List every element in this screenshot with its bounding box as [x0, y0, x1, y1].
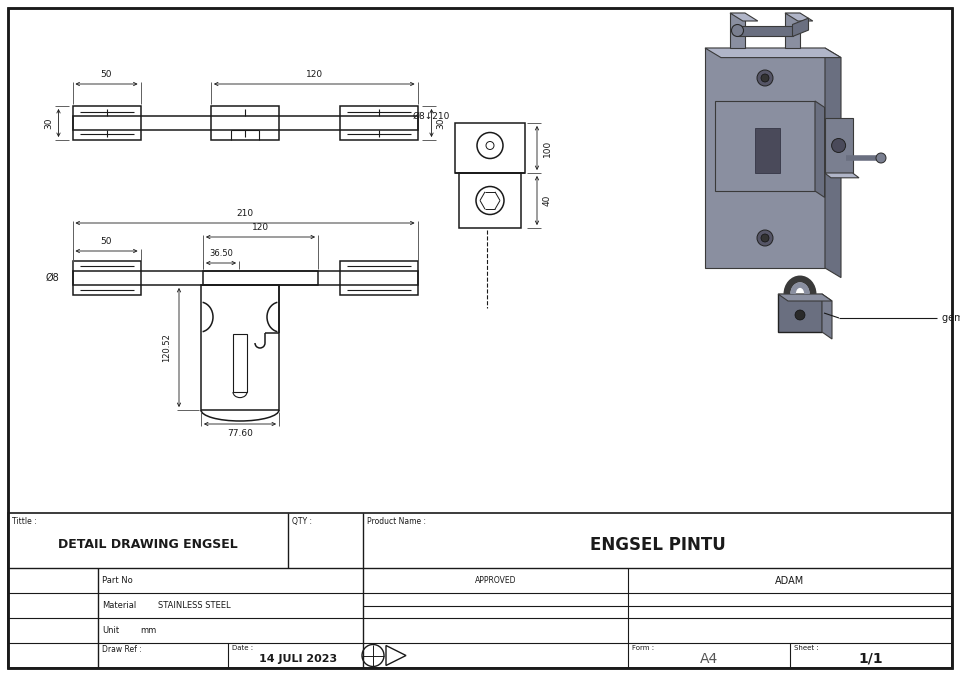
Bar — [340, 261, 418, 295]
Text: 50: 50 — [101, 237, 112, 246]
Circle shape — [757, 230, 773, 246]
Text: 210: 210 — [236, 209, 253, 218]
Text: 120.52: 120.52 — [162, 333, 171, 362]
Polygon shape — [785, 13, 800, 48]
Text: Sheet :: Sheet : — [794, 644, 819, 650]
Text: DETAIL DRAWING ENGSEL: DETAIL DRAWING ENGSEL — [59, 538, 238, 552]
Polygon shape — [815, 101, 825, 197]
Text: 100: 100 — [543, 139, 552, 157]
Circle shape — [761, 74, 769, 82]
Text: ADAM: ADAM — [776, 575, 804, 585]
Text: QTY :: QTY : — [292, 517, 312, 526]
Bar — [201, 285, 279, 410]
Text: 50: 50 — [101, 70, 112, 79]
Bar — [233, 334, 247, 392]
Polygon shape — [793, 18, 808, 37]
Circle shape — [757, 70, 773, 86]
Circle shape — [795, 310, 805, 320]
Polygon shape — [825, 118, 852, 173]
Text: mm: mm — [140, 626, 156, 635]
Polygon shape — [785, 13, 813, 21]
Text: 30: 30 — [44, 117, 54, 128]
Text: Unit: Unit — [102, 626, 119, 635]
Bar — [73, 116, 418, 130]
Circle shape — [831, 139, 846, 153]
Bar — [340, 106, 418, 140]
Polygon shape — [705, 48, 825, 268]
Polygon shape — [730, 13, 757, 21]
Text: STAINLESS STEEL: STAINLESS STEEL — [158, 601, 230, 610]
Polygon shape — [730, 13, 745, 48]
Circle shape — [732, 24, 743, 37]
Text: Ø8: Ø8 — [46, 273, 60, 283]
Circle shape — [876, 153, 886, 163]
Text: APPROVED: APPROVED — [475, 576, 516, 585]
Text: 1/1: 1/1 — [858, 652, 883, 665]
Polygon shape — [825, 48, 841, 278]
Text: Date :: Date : — [232, 644, 253, 650]
Polygon shape — [825, 173, 859, 178]
Polygon shape — [705, 48, 841, 57]
Bar — [73, 261, 140, 295]
Text: gembok 50 mm: gembok 50 mm — [942, 313, 960, 323]
Bar — [8, 513, 952, 668]
Circle shape — [761, 234, 769, 242]
Text: 120: 120 — [252, 223, 269, 232]
Bar — [211, 106, 279, 140]
Polygon shape — [715, 101, 815, 191]
Text: Part No: Part No — [102, 576, 132, 585]
Polygon shape — [822, 294, 832, 339]
Bar — [203, 271, 318, 285]
Bar — [73, 106, 140, 140]
Text: Product Name :: Product Name : — [367, 517, 426, 526]
Text: 120: 120 — [305, 70, 323, 79]
Text: 77.60: 77.60 — [228, 429, 252, 438]
Polygon shape — [778, 294, 832, 301]
Text: 40: 40 — [543, 195, 552, 206]
Text: 30: 30 — [437, 117, 445, 128]
Bar — [73, 271, 418, 285]
Polygon shape — [737, 26, 793, 36]
Text: Ø8↓210: Ø8↓210 — [413, 112, 450, 121]
Text: ENGSEL PINTU: ENGSEL PINTU — [589, 536, 726, 554]
Bar — [455, 123, 525, 173]
Polygon shape — [755, 128, 780, 173]
Text: 36.50: 36.50 — [209, 249, 233, 258]
Text: 14 JULI 2023: 14 JULI 2023 — [259, 654, 337, 664]
Polygon shape — [778, 294, 822, 332]
Text: Form :: Form : — [632, 644, 654, 650]
Bar — [459, 173, 521, 228]
Text: Material: Material — [102, 601, 136, 610]
Text: A4: A4 — [700, 652, 718, 667]
Text: Tittle :: Tittle : — [12, 517, 36, 526]
Text: Draw Ref :: Draw Ref : — [102, 645, 142, 654]
